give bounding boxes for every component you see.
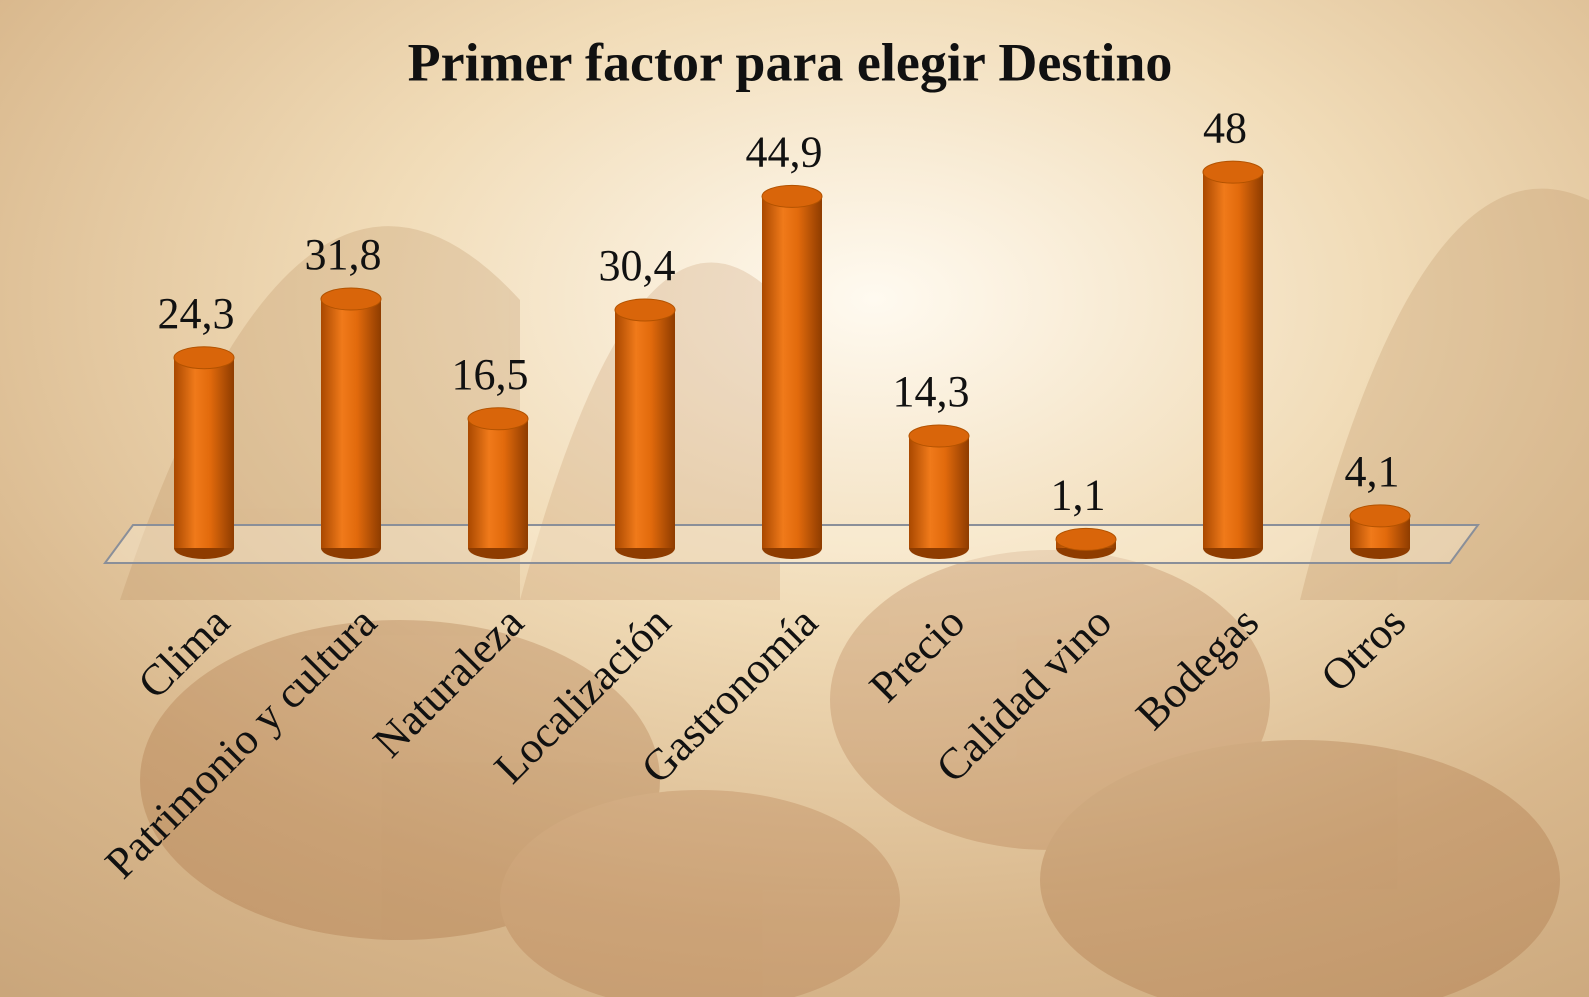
value-label: 31,8: [305, 230, 382, 279]
value-label: 14,3: [893, 367, 970, 416]
bar-top: [320, 287, 382, 311]
value-label: 24,3: [158, 289, 235, 338]
bar-top: [173, 346, 235, 370]
bar: [762, 196, 822, 549]
bar: [174, 357, 234, 548]
bar: [615, 309, 675, 548]
bar-top: [908, 424, 970, 448]
value-label: 30,4: [599, 241, 676, 290]
bar-top: [1202, 160, 1264, 184]
bar: [321, 299, 381, 548]
bar-top: [467, 407, 529, 431]
chart-title: Primer factor para elegir Destino: [408, 32, 1173, 92]
bar-top: [761, 184, 823, 208]
value-label: 48: [1203, 103, 1247, 152]
bar-top: [1055, 527, 1117, 551]
bar: [1203, 172, 1263, 548]
value-label: 16,5: [452, 350, 529, 399]
value-label: 44,9: [746, 128, 823, 177]
bar-top: [1349, 504, 1411, 528]
bar: [468, 418, 528, 548]
value-label: 4,1: [1345, 447, 1400, 496]
bar: [909, 436, 969, 548]
bar-top: [614, 298, 676, 322]
value-label: 1,1: [1051, 470, 1106, 519]
